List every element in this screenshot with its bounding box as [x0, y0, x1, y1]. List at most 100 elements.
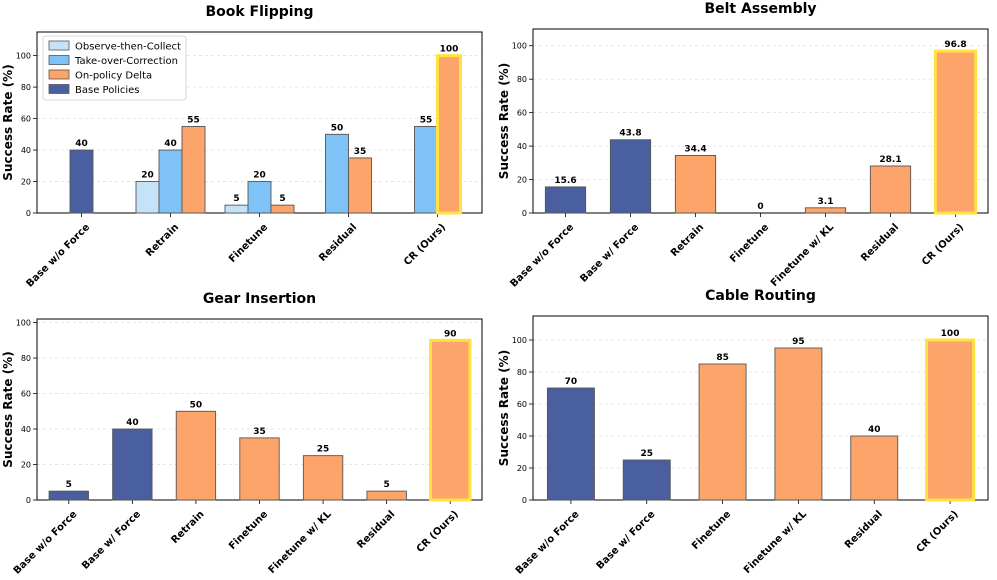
x-tick-label-base-w-o-force: Base w/o Force [24, 222, 92, 290]
legend-label-take-over-correction: Take-over-Correction [74, 56, 178, 67]
data-label: 25 [317, 445, 330, 455]
x-tick-label-base-w-o-force: Base w/o Force [12, 509, 80, 576]
legend-label-on-policy-delta: On-policy Delta [75, 71, 152, 82]
data-label: 96.8 [944, 40, 966, 50]
x-tick-label-finetune: Finetune [227, 509, 270, 552]
bar-base-w-o-force [544, 186, 587, 214]
chart-panel-gear-insertion: 0 20 40 60 80 100 Gear Insertion Success Rate (… [1, 291, 483, 577]
y-tick-label: 0 [522, 496, 527, 505]
x-tick-label-residual: Residual [859, 222, 901, 264]
bar-finetune-on-policy-delta [270, 204, 295, 214]
data-label: 40 [164, 139, 177, 149]
x-tick-label-cr-ours: CR (Ours) [402, 222, 448, 268]
bar-finetune-w-kl [302, 455, 344, 501]
data-label: 40 [75, 139, 88, 149]
y-tick-label: 80 [517, 75, 527, 84]
data-label: 40 [126, 418, 139, 428]
y-tick-label: 60 [517, 109, 527, 118]
bar-base-w-o-force-base-policies [69, 149, 94, 214]
y-tick-label: 100 [16, 52, 31, 61]
y-tick-label: 80 [21, 83, 31, 92]
bar-base-w-o-force [546, 387, 595, 501]
bar-residual-take-over-correction [325, 133, 349, 214]
legend-swatch-on-policy-delta [48, 69, 70, 80]
bar-retrain-take-over-correction [158, 149, 183, 214]
bar-base-w-force [622, 459, 671, 501]
y-tick-label: 60 [21, 115, 31, 124]
bar-base-w-force [112, 428, 153, 501]
y-tick-label: 60 [21, 390, 31, 399]
y-tick-label: 100 [16, 319, 31, 328]
data-label: 3.1 [818, 197, 834, 207]
chart-title: Book Flipping [205, 4, 313, 20]
legend-label-observe-then-collect: Observe-then-Collect [75, 42, 181, 53]
bar-finetune [698, 363, 747, 501]
x-tick-label-finetune-w-kl: Finetune w/ KL [742, 508, 810, 576]
x-tick-label-retrain: Retrain [669, 222, 706, 259]
bar-base-w-o-force [48, 490, 89, 501]
data-label: 35 [354, 147, 367, 157]
x-tick-label-retrain: Retrain [169, 509, 206, 546]
y-tick-label: 40 [517, 142, 527, 151]
x-tick-label-finetune-w-kl: Finetune w/ KL [769, 221, 837, 289]
data-label: 100 [440, 45, 459, 55]
legend-label-base-policies: Base Policies [75, 85, 140, 96]
bar-cr-ours-on-policy-delta [436, 54, 462, 215]
x-tick-label-cr-ours: CR (Ours) [915, 509, 961, 555]
y-tick-label: 0 [26, 496, 31, 505]
x-tick-label-finetune: Finetune [227, 222, 270, 265]
bar-finetune-observe-then-collect [224, 204, 249, 214]
x-tick-label-residual: Residual [317, 222, 359, 264]
x-tick-label-cr-ours: CR (Ours) [415, 509, 461, 555]
data-label: 20 [253, 171, 266, 181]
plot-frame [532, 28, 989, 214]
bar-finetune [239, 437, 280, 501]
bar-finetune-w-kl [804, 207, 847, 214]
bar-cr-ours [933, 49, 978, 215]
x-tick-label-base-w-force: Base w/ Force [595, 509, 658, 572]
y-axis-label: Success Rate (%) [1, 64, 15, 180]
bar-retrain-on-policy-delta [181, 125, 206, 214]
bar-residual-on-policy-delta [348, 157, 372, 214]
x-tick-label-residual: Residual [355, 509, 397, 551]
data-label: 5 [279, 194, 285, 204]
y-tick-label: 0 [522, 209, 527, 218]
y-axis-label: Success Rate (%) [497, 63, 511, 179]
data-label: 20 [141, 171, 154, 181]
plot-frame [532, 315, 989, 501]
y-tick-label: 20 [517, 176, 527, 185]
data-label: 5 [66, 480, 72, 490]
data-label: 55 [187, 115, 200, 125]
bar-residual [366, 490, 407, 501]
legend-box [42, 35, 187, 101]
chart-panel-book-flipping: 0 20 40 60 80 100 Book Flipping Success Rate (%… [1, 4, 483, 290]
data-label: 100 [941, 329, 960, 339]
x-tick-label-cr-ours: CR (Ours) [920, 222, 966, 268]
y-tick-label: 0 [26, 209, 31, 218]
data-label: 28.1 [879, 155, 901, 165]
y-tick-label: 40 [21, 146, 31, 155]
data-label: 70 [565, 377, 578, 387]
y-tick-label: 20 [517, 464, 527, 473]
y-tick-label: 100 [512, 336, 527, 345]
bar-cr-ours [925, 338, 976, 502]
data-label: 95 [792, 337, 805, 347]
bar-cr-ours [429, 338, 472, 502]
x-tick-label-residual: Residual [843, 509, 885, 551]
y-tick-label: 40 [517, 432, 527, 441]
y-axis-label: Success Rate (%) [1, 351, 15, 467]
bar-residual [869, 165, 912, 214]
data-label: 34.4 [684, 144, 706, 154]
bar-cr-ours-take-over-correction [414, 125, 438, 214]
x-tick-label-base-w-force: Base w/ Force [80, 509, 143, 572]
bar-retrain-observe-then-collect [135, 181, 160, 214]
y-tick-label: 60 [517, 400, 527, 409]
y-tick-label: 80 [21, 354, 31, 363]
legend-swatch-take-over-correction [48, 55, 70, 65]
x-tick-label-retrain: Retrain [144, 222, 181, 259]
chart-title: Cable Routing [705, 288, 816, 304]
legend-swatch-base-policies [48, 84, 70, 94]
data-label: 5 [384, 480, 390, 490]
